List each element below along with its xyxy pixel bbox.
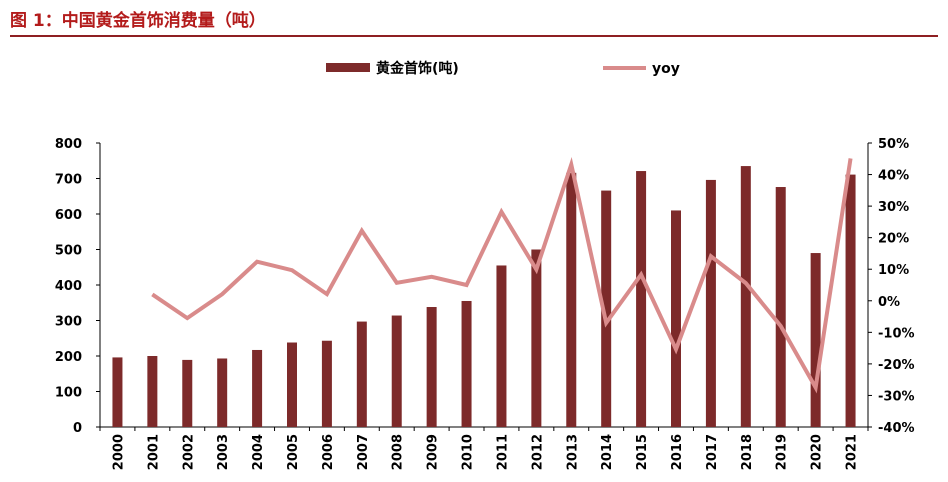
bar — [112, 357, 123, 427]
legend-swatch-bar — [326, 63, 370, 72]
bar — [182, 359, 193, 427]
x-tick-label: 2011 — [495, 434, 510, 470]
bar — [671, 210, 681, 427]
yoy-point — [292, 270, 293, 271]
yoy-point — [571, 164, 572, 165]
x-tick-label: 2014 — [600, 434, 615, 470]
bar — [287, 342, 297, 427]
yoy-point — [396, 282, 397, 283]
right-tick-label: 20% — [878, 232, 909, 247]
yoy-point — [326, 294, 327, 295]
yoy-point — [152, 294, 153, 295]
yoy-point — [710, 256, 711, 257]
x-tick-label: 2006 — [321, 434, 336, 470]
bar — [531, 249, 542, 427]
left-tick-label: 400 — [55, 279, 82, 294]
x-tick-label: 2002 — [181, 434, 196, 470]
bar — [566, 172, 577, 427]
yoy-point — [745, 283, 746, 284]
bar — [426, 307, 437, 427]
right-tick-label: -30% — [878, 389, 915, 404]
yoy-point — [536, 269, 537, 270]
yoy-point — [501, 211, 502, 212]
x-tick-label: 2019 — [775, 434, 790, 470]
x-tick-label: 2001 — [146, 434, 161, 470]
right-tick-label: 0% — [878, 295, 900, 310]
left-tick-label: 0 — [73, 421, 82, 436]
yoy-point — [780, 326, 781, 327]
left-tick-label: 300 — [55, 315, 82, 330]
x-tick-label: 2018 — [740, 434, 755, 470]
bar — [217, 358, 228, 427]
legend: 黄金首饰(吨) yoy — [326, 60, 680, 77]
right-tick-label: -20% — [878, 358, 915, 373]
left-tick-label: 700 — [55, 173, 82, 188]
bar — [740, 166, 751, 427]
bar — [147, 356, 158, 427]
right-tick-label: 30% — [878, 200, 909, 215]
left-tick-label: 100 — [55, 386, 82, 401]
right-tick-label: 10% — [878, 263, 909, 278]
x-tick-label: 2007 — [356, 434, 371, 470]
right-tick-label: -10% — [878, 326, 915, 341]
bar — [810, 253, 821, 427]
bar — [496, 265, 507, 427]
x-tick-label: 2008 — [391, 434, 406, 470]
x-tick-label: 2010 — [461, 434, 476, 470]
yoy-point — [431, 276, 432, 277]
bar — [356, 321, 367, 427]
bar — [775, 187, 786, 427]
x-tick-label: 2000 — [111, 434, 126, 470]
bar — [705, 179, 716, 427]
x-tick-label: 2020 — [810, 434, 825, 470]
bar — [845, 174, 856, 427]
yoy-point — [815, 387, 816, 388]
x-tick-label: 2005 — [286, 434, 301, 470]
x-tick-label: 2004 — [251, 434, 266, 470]
yoy-point — [222, 294, 223, 295]
legend-label-bar: 黄金首饰(吨) — [376, 60, 459, 77]
right-tick-label: 40% — [878, 169, 909, 184]
yoy-point — [361, 230, 362, 231]
title-rule — [10, 35, 938, 37]
left-tick-label: 800 — [55, 137, 82, 152]
bar — [461, 300, 472, 427]
x-tick-label: 2012 — [530, 434, 545, 470]
yoy-point — [850, 158, 851, 159]
yoy-point — [466, 285, 467, 286]
yoy-point — [257, 261, 258, 262]
yoy-point — [187, 318, 188, 319]
x-tick-label: 2003 — [216, 434, 231, 470]
yoy-point — [606, 322, 607, 323]
left-tick-label: 600 — [55, 208, 82, 223]
yoy-line — [151, 156, 853, 394]
x-tick-label: 2017 — [705, 434, 720, 470]
axes: 0 100 200 300 400 500 600 700 800 -40% -30% -20% -10… — [55, 137, 915, 470]
bar-series — [112, 166, 856, 427]
x-tick-label: 2015 — [635, 434, 650, 470]
bar — [601, 190, 612, 427]
x-tick-label: 2013 — [565, 434, 580, 470]
x-tick-label: 2016 — [670, 434, 685, 470]
left-tick-label: 500 — [55, 244, 82, 259]
bar — [391, 315, 402, 427]
bar — [636, 171, 647, 427]
right-tick-label: -40% — [878, 421, 915, 436]
yoy-point — [641, 274, 642, 275]
bar — [321, 340, 332, 427]
yoy-line-series — [151, 156, 853, 394]
bar — [252, 349, 263, 427]
x-tick-label: 2021 — [845, 434, 860, 470]
right-tick-label: 50% — [878, 137, 909, 152]
figure-title: 图 1：中国黄金首饰消费量（吨） — [10, 11, 266, 31]
left-tick-label: 200 — [55, 350, 82, 365]
yoy-point — [676, 349, 677, 350]
x-tick-label: 2009 — [426, 434, 441, 470]
legend-label-line: yoy — [652, 61, 680, 77]
